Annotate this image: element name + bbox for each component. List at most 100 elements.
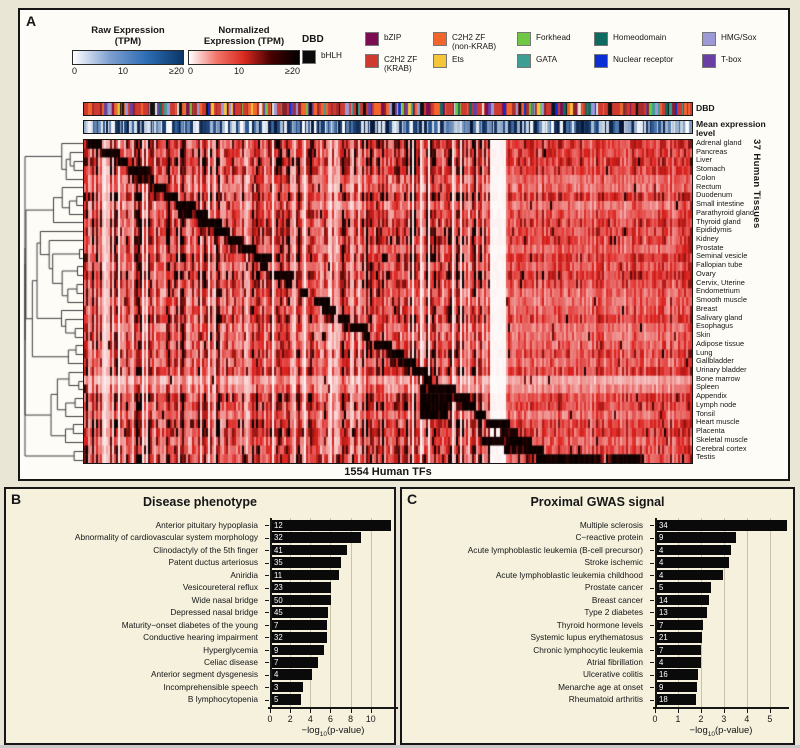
- tissue-label: Skeletal muscle: [696, 434, 748, 444]
- tissue-label: Liver: [696, 155, 713, 165]
- bar-count-label: 34: [659, 521, 668, 530]
- y-axis-tick: [265, 687, 269, 689]
- tissue-label: Urinary bladder: [696, 364, 747, 374]
- tissue-label: Lung: [696, 347, 713, 357]
- tissue-label: Salivary gland: [696, 312, 743, 322]
- bar-count-label: 3: [274, 682, 279, 692]
- bar-category-label: Systemic lupus erythematosus: [530, 632, 643, 643]
- dbd-label-line1: Forkhead: [536, 33, 571, 42]
- bar: [656, 532, 737, 544]
- bar-category-label: Celiac disease: [204, 656, 258, 667]
- mean-expression-label-line2: level: [696, 128, 716, 138]
- dbd-color-swatch: [594, 54, 608, 68]
- tissue-dendrogram: [22, 139, 83, 464]
- dbd-legend-item-label: C2H2 ZF (non-KRAB): [452, 32, 496, 52]
- bar-count-label: 41: [274, 545, 283, 555]
- bar-count-label: 5: [274, 695, 279, 705]
- bar-count-label: 11: [274, 570, 283, 580]
- row-axis-title: 37 Human Tissues: [751, 139, 762, 229]
- x-axis-tick: [677, 708, 679, 713]
- x-axis-tick: [270, 708, 271, 713]
- tissue-label: Thyroid gland: [696, 216, 741, 226]
- y-axis-tick: [650, 687, 654, 689]
- tissue-label: Tonsil: [696, 408, 715, 418]
- dbd-color-swatch: [702, 32, 716, 46]
- x-axis-tick: [746, 708, 748, 713]
- dbd-label-line1: bZIP: [384, 33, 402, 42]
- raw-tick-20: ≥20: [169, 66, 184, 76]
- panel-a-label: A: [26, 13, 37, 29]
- gwas-signal-title: Proximal GWAS signal: [530, 495, 665, 509]
- dbd-color-swatch: [433, 54, 447, 68]
- x-axis-tick-label: 0: [652, 713, 658, 724]
- bar-category-label: C−reactive protein: [575, 532, 643, 543]
- y-axis-tick: [265, 674, 269, 676]
- bar-category-label: Depressed nasal bridge: [170, 607, 258, 618]
- tissue-label: Seminal vesicle: [696, 251, 748, 261]
- bar-count-label: 4: [659, 657, 664, 667]
- expression-heatmap: [83, 139, 693, 464]
- x-axis-tick: [330, 708, 332, 713]
- bar: [271, 632, 328, 643]
- y-axis-tick: [650, 637, 654, 639]
- x-axis-tick: [350, 708, 352, 713]
- bar-category-label: Type 2 diabetes: [584, 607, 643, 618]
- bar: [271, 669, 313, 680]
- dbd-legend-item-label: C2H2 ZF (KRAB): [384, 54, 417, 74]
- tissue-label: Adrenal gland: [696, 138, 742, 147]
- dbd-legend-item: C2H2 ZF (KRAB): [365, 54, 417, 76]
- dbd-legend-item: T-box: [702, 54, 757, 76]
- dbd-legend-item-label: Homeodomain: [613, 32, 666, 43]
- tissue-label: Parathyroid gland: [696, 207, 754, 217]
- bar: [656, 582, 712, 593]
- y-axis-tick: [265, 600, 269, 601]
- dbd-label-line1: HMG/Sox: [721, 33, 757, 42]
- x-axis-tick-label: 1: [675, 713, 681, 724]
- x-axis-tick-label: 0: [267, 713, 273, 724]
- bar-category-label: Stroke ischemic: [584, 557, 643, 568]
- y-axis-tick: [650, 699, 654, 701]
- tissue-label: Heart muscle: [696, 417, 740, 427]
- bar-count-label: 9: [659, 533, 664, 543]
- chart-gridline: [746, 518, 748, 707]
- tissue-label: Prostate: [696, 242, 724, 252]
- panel-b-label: B: [11, 491, 22, 507]
- tissue-label: Lymph node: [696, 399, 737, 409]
- tissue-label: Stomach: [696, 164, 726, 174]
- y-axis-tick: [650, 562, 654, 564]
- dbd-legend-column: DBD bHLH: [302, 34, 342, 72]
- tissue-label: Esophagus: [696, 321, 733, 331]
- dbd-label-line1: Nuclear receptor: [613, 55, 674, 64]
- norm-tick-10: 10: [234, 66, 245, 76]
- tissue-label: Skin: [696, 330, 711, 340]
- y-axis-tick: [650, 674, 654, 676]
- dbd-legend-item: bZIP: [365, 32, 417, 54]
- bar-count-label: 50: [274, 595, 283, 605]
- norm-legend-title-line1: Normalized: [218, 25, 270, 36]
- dbd-legend-column: Forkhead GATA: [517, 32, 571, 76]
- bar-category-label: Conductive hearing impairment: [143, 632, 258, 643]
- bar-count-label: 13: [659, 608, 668, 618]
- bar: [271, 619, 328, 631]
- bar-count-label: 9: [274, 645, 279, 655]
- chart-gridline: [723, 518, 725, 707]
- x-axis-line: [268, 706, 398, 709]
- dbd-legend-item-label: Ets: [452, 54, 464, 65]
- dbd-legend-item: GATA: [517, 54, 571, 76]
- dbd-legend-item-label: Forkhead: [536, 32, 571, 43]
- x-axis-tick: [370, 708, 372, 713]
- tissue-label: Gallbladder: [696, 356, 734, 366]
- y-axis-tick: [265, 525, 269, 527]
- tissue-label: Testis: [696, 452, 715, 462]
- bar-category-label: Ulcerative colitis: [583, 669, 643, 680]
- bar-category-label: Acute lymphoblastic leukemia (B-cell pre…: [467, 544, 643, 555]
- tissue-label: Spleen: [696, 382, 720, 392]
- x-axis-tick-label: 8: [348, 713, 354, 724]
- dbd-color-swatch: [302, 50, 316, 64]
- y-axis-tick: [650, 624, 654, 626]
- bar-category-label: Atrial fibrillation: [586, 656, 643, 667]
- x-axis-tick: [655, 708, 656, 713]
- x-axis-tick-label: 10: [365, 713, 376, 724]
- chart-gridline: [370, 518, 372, 707]
- bar-count-label: 18: [659, 695, 668, 705]
